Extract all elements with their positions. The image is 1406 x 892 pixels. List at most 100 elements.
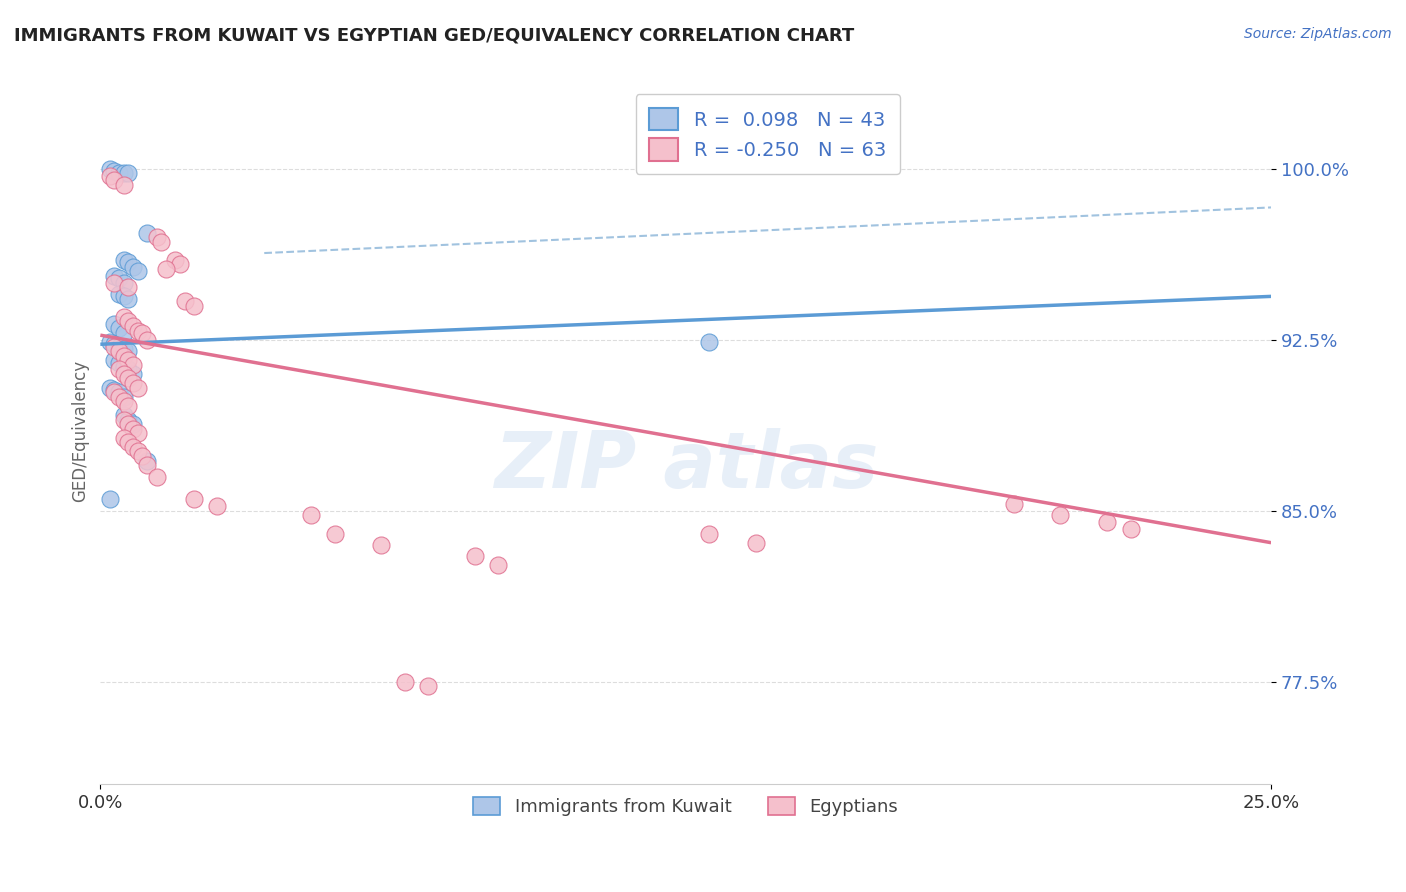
Point [745,535,768,549]
Point [108,355,131,369]
Point [108,287,131,301]
Point [1095,515,1118,529]
Point [127,264,149,278]
Point [122,260,145,274]
Point [108,340,131,354]
Point [165,252,187,267]
Point [183,298,205,312]
Point [112,276,135,290]
Point [112,310,135,324]
Point [108,271,131,285]
Point [103,317,125,331]
Point [98,334,121,349]
Point [117,166,139,180]
Point [207,499,229,513]
Point [112,342,135,356]
Point [103,268,125,283]
Point [394,674,416,689]
Point [418,679,440,693]
Point [299,508,322,523]
Point [117,344,139,359]
Point [145,230,167,244]
Point [122,440,145,454]
Point [103,385,125,400]
Point [112,367,135,381]
Point [122,376,145,390]
Point [131,326,153,340]
Point [122,417,145,431]
Point [122,319,145,334]
Point [1002,497,1025,511]
Point [127,381,149,395]
Point [117,292,139,306]
Point [136,458,159,472]
Point [370,538,392,552]
Point [108,166,131,180]
Point [112,178,135,192]
Point [697,526,720,541]
Point [117,314,139,328]
Legend: Immigrants from Kuwait, Egyptians: Immigrants from Kuwait, Egyptians [464,788,907,825]
Point [122,422,145,436]
Point [112,349,135,363]
Point [145,469,167,483]
Point [1119,522,1142,536]
Point [112,289,135,303]
Point [169,257,191,271]
Point [112,326,135,340]
Point [122,367,145,381]
Point [117,255,139,269]
Point [98,161,121,176]
Point [112,412,135,426]
Point [323,526,346,541]
Point [697,334,720,349]
Point [103,276,125,290]
Text: IMMIGRANTS FROM KUWAIT VS EGYPTIAN GED/EQUIVALENCY CORRELATION CHART: IMMIGRANTS FROM KUWAIT VS EGYPTIAN GED/E… [14,27,855,45]
Point [131,449,153,463]
Point [117,353,139,368]
Point [155,262,177,277]
Point [117,412,139,426]
Point [112,252,135,267]
Point [1049,508,1071,523]
Point [98,492,121,507]
Point [103,353,125,368]
Point [117,435,139,450]
Point [486,558,509,573]
Point [112,360,135,375]
Point [98,381,121,395]
Text: Source: ZipAtlas.com: Source: ZipAtlas.com [1244,27,1392,41]
Point [108,344,131,359]
Point [150,235,173,249]
Point [112,408,135,422]
Point [108,390,131,404]
Point [117,371,139,385]
Point [464,549,486,564]
Point [103,383,125,397]
Point [112,166,135,180]
Y-axis label: GED/Equivalency: GED/Equivalency [72,359,89,502]
Point [127,324,149,338]
Point [117,399,139,413]
Point [122,358,145,372]
Point [103,164,125,178]
Point [112,394,135,409]
Point [136,333,159,347]
Point [108,385,131,400]
Point [127,426,149,441]
Point [117,417,139,431]
Point [136,453,159,467]
Point [98,169,121,183]
Point [103,337,125,351]
Point [108,362,131,376]
Point [108,321,131,335]
Point [103,173,125,187]
Point [117,362,139,376]
Point [183,492,205,507]
Point [112,390,135,404]
Point [103,340,125,354]
Point [127,444,149,458]
Point [117,280,139,294]
Point [112,431,135,445]
Text: ZIP atlas: ZIP atlas [494,428,877,504]
